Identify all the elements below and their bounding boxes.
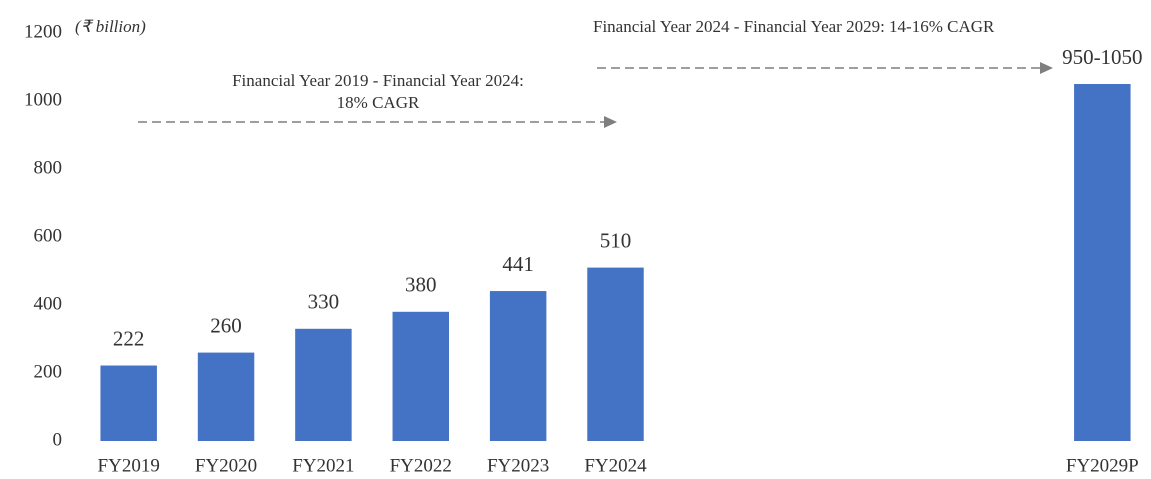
y-tick-label: 200 xyxy=(34,361,63,382)
arrow-head xyxy=(604,116,617,128)
x-tick-label: FY2020 xyxy=(195,455,257,476)
bar xyxy=(295,328,352,441)
value-label: 330 xyxy=(308,290,340,314)
bar xyxy=(197,352,255,441)
arrow-head xyxy=(1040,62,1053,74)
y-tick-label: 400 xyxy=(34,293,63,314)
x-tick-label: FY2029P xyxy=(1066,455,1139,476)
y-tick-label: 1200 xyxy=(24,21,62,42)
value-label: 510 xyxy=(600,228,632,252)
bar xyxy=(587,267,644,441)
value-label: 380 xyxy=(405,273,437,297)
value-label: 222 xyxy=(113,326,145,350)
x-tick-label: FY2023 xyxy=(487,455,549,476)
x-tick-label: FY2021 xyxy=(292,455,354,476)
bar xyxy=(100,365,157,441)
annotation: 18% CAGR xyxy=(337,93,420,112)
bar xyxy=(392,311,450,441)
value-label: 950-1050 xyxy=(1062,45,1143,69)
y-tick-label: 0 xyxy=(53,429,63,450)
x-tick-label: FY2019 xyxy=(98,455,160,476)
annotation: Financial Year 2019 - Financial Year 202… xyxy=(232,71,524,90)
bar xyxy=(489,291,547,441)
y-tick-label: 800 xyxy=(34,157,63,178)
x-tick-label: FY2022 xyxy=(390,455,452,476)
annotation: Financial Year 2024 - Financial Year 202… xyxy=(593,17,995,36)
value-label: 260 xyxy=(210,313,242,337)
y-tick-label: 600 xyxy=(34,225,63,246)
unit-label: (₹ billion) xyxy=(75,17,146,36)
bar xyxy=(1074,84,1131,441)
x-tick-label: FY2024 xyxy=(584,455,647,476)
value-label: 441 xyxy=(502,252,534,276)
y-tick-label: 1000 xyxy=(24,89,62,110)
